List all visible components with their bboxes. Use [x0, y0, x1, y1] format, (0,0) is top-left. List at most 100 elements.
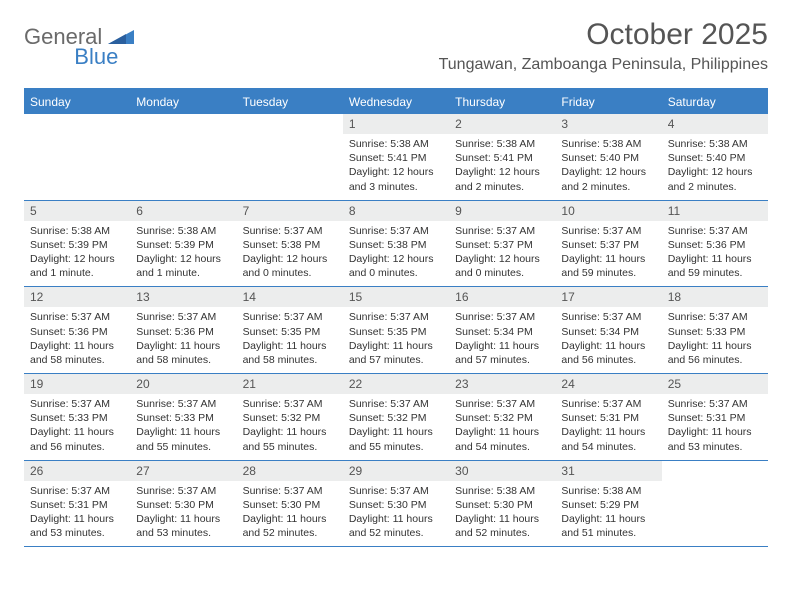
daylight-text: Daylight: 12 hours and 2 minutes.	[561, 165, 655, 193]
day-cell: 22Sunrise: 5:37 AMSunset: 5:32 PMDayligh…	[343, 374, 449, 460]
day-cell: 14Sunrise: 5:37 AMSunset: 5:35 PMDayligh…	[237, 287, 343, 373]
sunrise-text: Sunrise: 5:38 AM	[455, 137, 549, 151]
day-cell: 26Sunrise: 5:37 AMSunset: 5:31 PMDayligh…	[24, 461, 130, 547]
sunset-text: Sunset: 5:29 PM	[561, 498, 655, 512]
sunset-text: Sunset: 5:30 PM	[136, 498, 230, 512]
day-cell: 21Sunrise: 5:37 AMSunset: 5:32 PMDayligh…	[237, 374, 343, 460]
sunrise-text: Sunrise: 5:37 AM	[30, 397, 124, 411]
day-body: Sunrise: 5:37 AMSunset: 5:34 PMDaylight:…	[449, 307, 555, 373]
weekday-header: Thursday	[449, 90, 555, 114]
day-cell	[662, 461, 768, 547]
month-title: October 2025	[439, 18, 768, 52]
day-number: 15	[343, 287, 449, 307]
week-row: 1Sunrise: 5:38 AMSunset: 5:41 PMDaylight…	[24, 114, 768, 201]
day-body	[237, 120, 343, 129]
day-body: Sunrise: 5:37 AMSunset: 5:33 PMDaylight:…	[24, 394, 130, 460]
sunset-text: Sunset: 5:33 PM	[136, 411, 230, 425]
sunrise-text: Sunrise: 5:37 AM	[136, 484, 230, 498]
sunset-text: Sunset: 5:40 PM	[668, 151, 762, 165]
sunset-text: Sunset: 5:31 PM	[561, 411, 655, 425]
week-row: 5Sunrise: 5:38 AMSunset: 5:39 PMDaylight…	[24, 201, 768, 288]
logo: General Blue	[24, 18, 182, 50]
weekday-header-row: SundayMondayTuesdayWednesdayThursdayFrid…	[24, 90, 768, 114]
sunset-text: Sunset: 5:33 PM	[30, 411, 124, 425]
daylight-text: Daylight: 11 hours and 53 minutes.	[668, 425, 762, 453]
day-body: Sunrise: 5:37 AMSunset: 5:35 PMDaylight:…	[343, 307, 449, 373]
day-cell: 6Sunrise: 5:38 AMSunset: 5:39 PMDaylight…	[130, 201, 236, 287]
sunset-text: Sunset: 5:41 PM	[455, 151, 549, 165]
day-body: Sunrise: 5:37 AMSunset: 5:34 PMDaylight:…	[555, 307, 661, 373]
daylight-text: Daylight: 11 hours and 59 minutes.	[668, 252, 762, 280]
sunset-text: Sunset: 5:37 PM	[561, 238, 655, 252]
day-cell: 7Sunrise: 5:37 AMSunset: 5:38 PMDaylight…	[237, 201, 343, 287]
daylight-text: Daylight: 12 hours and 1 minute.	[136, 252, 230, 280]
day-body: Sunrise: 5:37 AMSunset: 5:30 PMDaylight:…	[343, 481, 449, 547]
daylight-text: Daylight: 11 hours and 58 minutes.	[243, 339, 337, 367]
sunset-text: Sunset: 5:32 PM	[455, 411, 549, 425]
day-number: 9	[449, 201, 555, 221]
daylight-text: Daylight: 11 hours and 52 minutes.	[455, 512, 549, 540]
sunset-text: Sunset: 5:31 PM	[668, 411, 762, 425]
day-cell: 11Sunrise: 5:37 AMSunset: 5:36 PMDayligh…	[662, 201, 768, 287]
day-number: 14	[237, 287, 343, 307]
sunset-text: Sunset: 5:39 PM	[136, 238, 230, 252]
day-number: 22	[343, 374, 449, 394]
sunset-text: Sunset: 5:32 PM	[243, 411, 337, 425]
day-body: Sunrise: 5:38 AMSunset: 5:40 PMDaylight:…	[555, 134, 661, 200]
sunset-text: Sunset: 5:40 PM	[561, 151, 655, 165]
day-cell: 29Sunrise: 5:37 AMSunset: 5:30 PMDayligh…	[343, 461, 449, 547]
daylight-text: Daylight: 12 hours and 1 minute.	[30, 252, 124, 280]
calendar: SundayMondayTuesdayWednesdayThursdayFrid…	[24, 88, 768, 547]
day-cell: 18Sunrise: 5:37 AMSunset: 5:33 PMDayligh…	[662, 287, 768, 373]
day-body: Sunrise: 5:37 AMSunset: 5:37 PMDaylight:…	[449, 221, 555, 287]
sunrise-text: Sunrise: 5:37 AM	[243, 310, 337, 324]
sunrise-text: Sunrise: 5:38 AM	[561, 137, 655, 151]
daylight-text: Daylight: 11 hours and 54 minutes.	[455, 425, 549, 453]
day-number: 10	[555, 201, 661, 221]
sunset-text: Sunset: 5:33 PM	[668, 325, 762, 339]
day-number: 13	[130, 287, 236, 307]
daylight-text: Daylight: 11 hours and 51 minutes.	[561, 512, 655, 540]
day-body: Sunrise: 5:38 AMSunset: 5:41 PMDaylight:…	[343, 134, 449, 200]
sunset-text: Sunset: 5:41 PM	[349, 151, 443, 165]
day-cell: 27Sunrise: 5:37 AMSunset: 5:30 PMDayligh…	[130, 461, 236, 547]
sunset-text: Sunset: 5:39 PM	[30, 238, 124, 252]
day-number: 28	[237, 461, 343, 481]
day-body: Sunrise: 5:38 AMSunset: 5:39 PMDaylight:…	[24, 221, 130, 287]
day-number: 5	[24, 201, 130, 221]
day-number: 8	[343, 201, 449, 221]
daylight-text: Daylight: 11 hours and 55 minutes.	[136, 425, 230, 453]
sunset-text: Sunset: 5:37 PM	[455, 238, 549, 252]
day-number: 3	[555, 114, 661, 134]
weekday-header: Tuesday	[237, 90, 343, 114]
sunrise-text: Sunrise: 5:37 AM	[668, 224, 762, 238]
daylight-text: Daylight: 11 hours and 59 minutes.	[561, 252, 655, 280]
sunrise-text: Sunrise: 5:37 AM	[349, 484, 443, 498]
day-number: 12	[24, 287, 130, 307]
day-body: Sunrise: 5:37 AMSunset: 5:31 PMDaylight:…	[555, 394, 661, 460]
day-number: 21	[237, 374, 343, 394]
sunset-text: Sunset: 5:38 PM	[349, 238, 443, 252]
sunrise-text: Sunrise: 5:37 AM	[349, 397, 443, 411]
daylight-text: Daylight: 11 hours and 52 minutes.	[243, 512, 337, 540]
day-body: Sunrise: 5:38 AMSunset: 5:40 PMDaylight:…	[662, 134, 768, 200]
day-cell: 2Sunrise: 5:38 AMSunset: 5:41 PMDaylight…	[449, 114, 555, 200]
day-cell: 30Sunrise: 5:38 AMSunset: 5:30 PMDayligh…	[449, 461, 555, 547]
day-number: 18	[662, 287, 768, 307]
day-number: 30	[449, 461, 555, 481]
day-body: Sunrise: 5:38 AMSunset: 5:41 PMDaylight:…	[449, 134, 555, 200]
day-number: 11	[662, 201, 768, 221]
sunrise-text: Sunrise: 5:37 AM	[243, 224, 337, 238]
day-cell	[24, 114, 130, 200]
day-cell: 13Sunrise: 5:37 AMSunset: 5:36 PMDayligh…	[130, 287, 236, 373]
sunrise-text: Sunrise: 5:37 AM	[455, 310, 549, 324]
day-cell: 17Sunrise: 5:37 AMSunset: 5:34 PMDayligh…	[555, 287, 661, 373]
daylight-text: Daylight: 12 hours and 2 minutes.	[668, 165, 762, 193]
day-body: Sunrise: 5:37 AMSunset: 5:37 PMDaylight:…	[555, 221, 661, 287]
sunrise-text: Sunrise: 5:37 AM	[30, 310, 124, 324]
day-cell	[237, 114, 343, 200]
day-cell: 16Sunrise: 5:37 AMSunset: 5:34 PMDayligh…	[449, 287, 555, 373]
daylight-text: Daylight: 11 hours and 57 minutes.	[455, 339, 549, 367]
weekday-header: Saturday	[662, 90, 768, 114]
day-cell: 23Sunrise: 5:37 AMSunset: 5:32 PMDayligh…	[449, 374, 555, 460]
